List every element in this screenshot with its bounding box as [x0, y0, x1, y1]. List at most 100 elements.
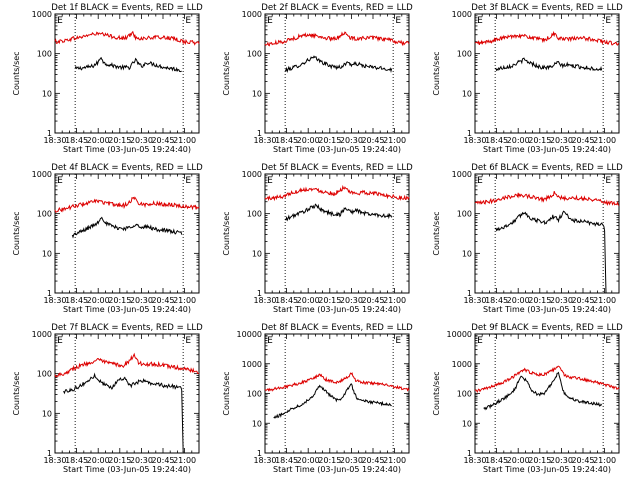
y-tick-label: 1 [47, 449, 52, 458]
y-tick-label: 1000 [242, 360, 262, 369]
y-tick-label: 10 [462, 89, 472, 98]
x-tick-label: 18:45 [65, 296, 88, 305]
x-tick-label: 20:30 [550, 136, 573, 145]
event-marker-label: E [605, 16, 611, 26]
x-tick-label: 18:30 [253, 456, 276, 465]
y-axis-label: Counts/sec [222, 51, 231, 95]
x-tick-label: 21:00 [593, 296, 616, 305]
x-tick-label: 18:30 [463, 136, 486, 145]
x-axis-label: Start Time (03-Jun-05 19:24:40) [483, 305, 611, 314]
y-tick-label: 10 [42, 89, 52, 98]
x-tick-label: 20:15 [528, 136, 551, 145]
chart-title: Det 7f BLACK = Events, RED = LLD [51, 323, 203, 333]
event-marker-label: E [57, 16, 63, 26]
y-tick-label: 1000 [452, 360, 472, 369]
y-axis-label: Counts/sec [12, 371, 21, 415]
event-marker-label: E [57, 176, 63, 186]
chart-title: Det 8f BLACK = Events, RED = LLD [261, 323, 413, 333]
events-series-line [284, 203, 393, 222]
events-series-line [63, 372, 184, 454]
plot-frame [264, 333, 410, 454]
y-tick-label: 1000 [452, 10, 472, 19]
y-axis-label: Counts/sec [432, 371, 441, 415]
x-axis-label: Start Time (03-Jun-05 19:24:40) [63, 145, 191, 154]
lld-series-line [474, 191, 620, 206]
lld-series-line [264, 184, 410, 202]
plot-frame [474, 13, 620, 134]
x-tick-label: 20:45 [361, 296, 384, 305]
panel-3: Det 3f BLACK = Events, RED = LLD 1 10 100 10… [432, 3, 623, 154]
x-tick-label: 20:30 [340, 296, 363, 305]
y-tick-label: 1000 [32, 330, 52, 339]
plot-frame [54, 173, 200, 294]
x-tick-label: 18:30 [463, 456, 486, 465]
y-tick-label: 100 [457, 50, 472, 59]
panel-4: Det 4f BLACK = Events, RED = LLD 1 10 100 10… [12, 163, 203, 314]
y-tick-label: 10000 [447, 330, 472, 339]
event-marker-label: E [395, 176, 401, 186]
events-series-line [494, 57, 603, 72]
y-tick-label: 100 [247, 50, 262, 59]
x-tick-label: 20:30 [340, 456, 363, 465]
plot-frame [474, 333, 620, 454]
panel-6: Det 6f BLACK = Events, RED = LLD 1 10 100 10… [432, 163, 623, 314]
x-tick-label: 18:30 [253, 296, 276, 305]
events-series-line [284, 55, 393, 74]
lld-series-line [54, 196, 200, 213]
x-tick-label: 20:00 [87, 296, 110, 305]
x-tick-label: 20:30 [550, 296, 573, 305]
events-series-line [71, 216, 183, 239]
y-tick-label: 1 [467, 129, 472, 138]
y-tick-label: 10000 [237, 330, 262, 339]
x-tick-label: 18:45 [275, 456, 298, 465]
panel-1: Det 1f BLACK = Events, RED = LLD 1 10 100 10… [12, 3, 203, 154]
event-marker-label: E [267, 176, 273, 186]
panel-8: Det 8f BLACK = Events, RED = LLD 1 10 100 10… [222, 323, 413, 474]
x-tick-label: 20:30 [130, 136, 153, 145]
x-tick-label: 20:00 [507, 456, 530, 465]
x-tick-label: 20:45 [151, 296, 174, 305]
x-tick-label: 18:30 [43, 296, 66, 305]
x-tick-label: 21:00 [173, 136, 196, 145]
x-tick-label: 20:30 [130, 456, 153, 465]
chart-title: Det 1f BLACK = Events, RED = LLD [51, 3, 203, 13]
event-marker-label: E [185, 16, 191, 26]
y-tick-label: 1 [257, 289, 262, 298]
x-tick-label: 21:00 [593, 136, 616, 145]
x-tick-label: 18:30 [253, 136, 276, 145]
chart-title: Det 3f BLACK = Events, RED = LLD [471, 3, 623, 13]
events-series-line [74, 56, 182, 73]
y-tick-label: 10 [42, 409, 52, 418]
y-tick-label: 1 [467, 449, 472, 458]
event-marker-label: E [605, 336, 611, 346]
y-tick-label: 1 [257, 129, 262, 138]
x-tick-label: 20:00 [297, 296, 320, 305]
y-axis-label: Counts/sec [12, 211, 21, 255]
x-tick-label: 21:00 [383, 456, 406, 465]
panel-5: Det 5f BLACK = Events, RED = LLD 1 10 100 10… [222, 163, 413, 314]
y-axis-label: Counts/sec [12, 51, 21, 95]
x-tick-label: 20:15 [108, 296, 131, 305]
y-tick-label: 1000 [32, 170, 52, 179]
x-tick-label: 20:00 [297, 456, 320, 465]
x-tick-label: 20:45 [151, 136, 174, 145]
y-tick-label: 1 [257, 449, 262, 458]
y-tick-label: 100 [457, 210, 472, 219]
y-axis-label: Counts/sec [222, 371, 231, 415]
lld-series-line [474, 365, 620, 394]
y-tick-label: 10 [252, 419, 262, 428]
y-tick-label: 1000 [242, 170, 262, 179]
y-tick-label: 1000 [452, 170, 472, 179]
x-tick-label: 20:30 [550, 456, 573, 465]
x-tick-label: 20:00 [507, 136, 530, 145]
x-axis-label: Start Time (03-Jun-05 19:24:40) [483, 465, 611, 474]
y-tick-label: 10 [252, 249, 262, 258]
events-series-line [273, 383, 392, 419]
x-tick-label: 18:45 [65, 136, 88, 145]
x-axis-label: Start Time (03-Jun-05 19:24:40) [483, 145, 611, 154]
x-tick-label: 18:45 [485, 136, 508, 145]
x-tick-label: 20:45 [571, 296, 594, 305]
x-tick-label: 20:00 [87, 136, 110, 145]
x-tick-label: 18:45 [65, 456, 88, 465]
x-tick-label: 21:00 [383, 136, 406, 145]
